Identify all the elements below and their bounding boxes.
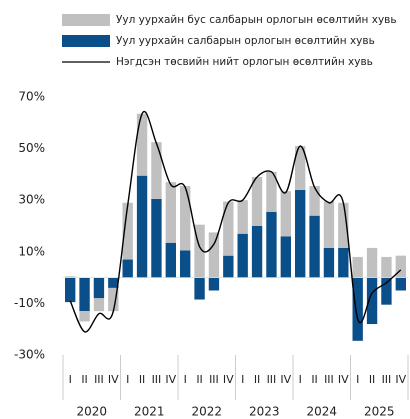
- bar: [251, 226, 263, 278]
- x-tick-label: I: [356, 373, 359, 386]
- bar: [136, 175, 148, 278]
- group-label: 2022: [191, 405, 222, 419]
- bar: [208, 277, 220, 291]
- y-tick-label: 70%: [18, 90, 45, 104]
- y-tick-label: 10%: [18, 244, 45, 258]
- bar: [180, 186, 191, 251]
- y-tick-label: -30%: [14, 348, 45, 362]
- x-tick-label: III: [324, 373, 334, 386]
- bar: [136, 113, 148, 176]
- bar: [93, 277, 105, 299]
- y-tick-label: 30%: [18, 193, 45, 207]
- bar: [151, 142, 162, 199]
- bar: [352, 256, 363, 278]
- x-tick-label: III: [267, 373, 277, 386]
- group-label: 2021: [134, 405, 165, 419]
- x-tick-label: IV: [338, 373, 349, 386]
- bar: [295, 146, 306, 190]
- x-tick-label: I: [299, 373, 302, 386]
- x-tick-label: IV: [165, 373, 176, 386]
- bar: [381, 256, 392, 278]
- bar: [151, 198, 162, 278]
- x-tick-label: II: [196, 373, 203, 386]
- group-label: 2025: [364, 405, 395, 419]
- legend-label: Нэгдсэн төсвийн нийт орлогын өсөлтийн ху…: [116, 56, 373, 68]
- x-tick-label: IV: [108, 373, 119, 386]
- bar: [309, 186, 320, 216]
- bar: [381, 277, 392, 305]
- bar: [223, 255, 234, 278]
- bar: [65, 277, 76, 303]
- bar: [338, 247, 349, 278]
- bar: [323, 247, 335, 278]
- bar: [65, 276, 76, 278]
- x-tick-label: I: [69, 373, 72, 386]
- legend-swatch: [62, 14, 110, 26]
- x-tick-label: IV: [395, 373, 406, 386]
- bar: [352, 277, 363, 341]
- bar: [122, 259, 133, 278]
- bar: [280, 191, 291, 237]
- bar: [79, 277, 90, 312]
- y-tick-label: 50%: [18, 141, 45, 155]
- bar: [208, 232, 220, 278]
- bar: [237, 200, 248, 234]
- bar: [165, 242, 176, 278]
- bar: [180, 250, 191, 278]
- bar: [237, 233, 248, 278]
- bar: [366, 247, 378, 278]
- bar: [366, 277, 378, 325]
- x-tick-label: II: [254, 373, 261, 386]
- x-tick-label: IV: [223, 373, 234, 386]
- bar: [266, 211, 277, 278]
- bar: [79, 311, 90, 322]
- x-tick-label: II: [369, 373, 376, 386]
- x-tick-label: I: [126, 373, 129, 386]
- group-label: 2023: [249, 405, 280, 419]
- group-label: 2024: [306, 405, 337, 419]
- x-tick-label: IV: [280, 373, 291, 386]
- bar: [93, 298, 105, 312]
- bar: [108, 277, 119, 288]
- legend-label: Уул уурхайн бус салбарын орлогын өсөлтий…: [116, 14, 397, 26]
- bar: [309, 215, 320, 278]
- x-tick-label: III: [152, 373, 162, 386]
- bar: [251, 176, 263, 226]
- bar: [323, 201, 335, 248]
- x-tick-label: II: [139, 373, 146, 386]
- bar: [280, 236, 291, 278]
- bar: [338, 202, 349, 248]
- x-tick-label: II: [311, 373, 318, 386]
- x-tick-label: III: [382, 373, 392, 386]
- bar: [165, 182, 176, 243]
- y-tick-label: -10%: [14, 296, 45, 310]
- line: [69, 110, 402, 333]
- bar: [223, 201, 234, 256]
- bar: [108, 287, 119, 312]
- bar: [194, 277, 205, 300]
- legend-label: Уул уурхайн салбарын орлогын өсөлтийн ху…: [116, 35, 375, 47]
- bar: [122, 202, 133, 260]
- bar: [295, 189, 306, 278]
- x-tick-label: III: [209, 373, 219, 386]
- x-tick-label: II: [81, 373, 88, 386]
- x-tick-label: III: [94, 373, 104, 386]
- x-tick-label: I: [184, 373, 187, 386]
- bar: [266, 171, 277, 212]
- group-label: 2020: [76, 405, 107, 419]
- bar: [395, 255, 406, 278]
- legend-swatch: [62, 35, 110, 47]
- bar: [194, 224, 205, 278]
- x-tick-label: I: [241, 373, 244, 386]
- bar: [395, 277, 406, 291]
